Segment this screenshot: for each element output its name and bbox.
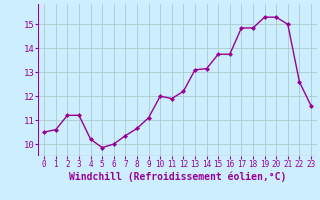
X-axis label: Windchill (Refroidissement éolien,°C): Windchill (Refroidissement éolien,°C): [69, 172, 286, 182]
